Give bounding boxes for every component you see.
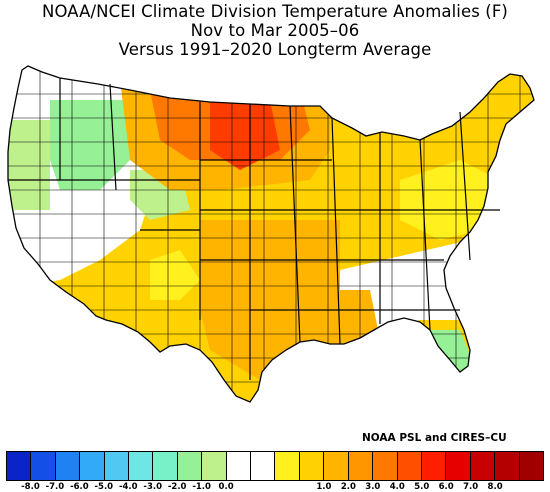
legend-swatch bbox=[470, 452, 496, 480]
legend-tick-label: -6.0 bbox=[70, 482, 89, 492]
legend-swatch bbox=[324, 452, 349, 480]
legend-tick-labels: -8.0 -7.0 -6.0 -5.0 -4.0 -3.0 -2.0 -1.0 0.0 1.0 2.… bbox=[0, 482, 550, 492]
southwest-slight-region bbox=[150, 250, 200, 300]
legend-swatch bbox=[153, 452, 178, 480]
legend-tick-label: -7.0 bbox=[45, 482, 65, 492]
legend-swatch bbox=[519, 452, 543, 480]
pacific-coast-negative-region bbox=[8, 120, 50, 210]
midatlantic-slight-region bbox=[400, 160, 500, 240]
north-dakota-strong-region bbox=[210, 100, 280, 170]
legend-swatch bbox=[495, 452, 520, 480]
legend-tick-label: -8.0 bbox=[21, 482, 40, 492]
southern-plains-moderate-region bbox=[200, 220, 340, 380]
legend-swatch bbox=[7, 452, 32, 480]
legend-swatch bbox=[202, 452, 227, 480]
legend-tick-label: 3.0 bbox=[365, 482, 381, 492]
legend-tick-label: 7.0 bbox=[463, 482, 479, 492]
legend-tick-label: 1.0 bbox=[316, 482, 332, 492]
legend-tick-label: -4.0 bbox=[118, 482, 138, 492]
legend-tick-label: 6.0 bbox=[438, 482, 454, 492]
legend-tick-label: 8.0 bbox=[487, 482, 503, 492]
legend-swatch bbox=[275, 452, 300, 480]
legend-swatch bbox=[348, 452, 374, 480]
map-title: NOAA/NCEI Climate Division Temperature A… bbox=[0, 2, 550, 59]
us-climate-division-map bbox=[7, 65, 535, 403]
louisiana-moderate-region bbox=[320, 290, 380, 350]
us-outline bbox=[7, 65, 535, 403]
legend-swatch bbox=[226, 452, 252, 480]
state-boundaries bbox=[8, 78, 500, 380]
legend-tick-label: 2.0 bbox=[340, 482, 356, 492]
legend-tick-label: -5.0 bbox=[94, 482, 114, 492]
legend-tick-label: -2.0 bbox=[167, 482, 187, 492]
legend-swatch bbox=[104, 452, 130, 480]
legend-swatch bbox=[421, 452, 447, 480]
northwest-negative-region bbox=[50, 100, 140, 190]
legend-tick-label: 0.0 bbox=[218, 482, 234, 492]
legend-swatch bbox=[80, 452, 105, 480]
title-line-1: NOAA/NCEI Climate Division Temperature A… bbox=[42, 2, 508, 21]
legend-swatch bbox=[55, 452, 81, 480]
title-line-3: Versus 1991–2020 Longterm Average bbox=[118, 40, 432, 59]
legend-tick-label: -3.0 bbox=[143, 482, 163, 492]
legend-tick-label: 4.0 bbox=[389, 482, 405, 492]
color-legend bbox=[6, 451, 544, 481]
legend-swatch bbox=[251, 452, 276, 480]
legend-swatch bbox=[129, 452, 154, 480]
legend-swatch bbox=[373, 452, 398, 480]
legend-swatch bbox=[397, 452, 422, 480]
credit-label: NOAA PSL and CIRES–CU bbox=[362, 432, 507, 444]
legend-tick-label: 5.0 bbox=[414, 482, 430, 492]
legend-tick-label: -1.0 bbox=[192, 482, 211, 492]
title-line-2: Nov to Mar 2005–06 bbox=[190, 21, 360, 40]
legend-swatch bbox=[299, 452, 325, 480]
legend-swatch bbox=[177, 452, 203, 480]
legend-swatch bbox=[446, 452, 471, 480]
legend-swatch bbox=[31, 452, 56, 480]
